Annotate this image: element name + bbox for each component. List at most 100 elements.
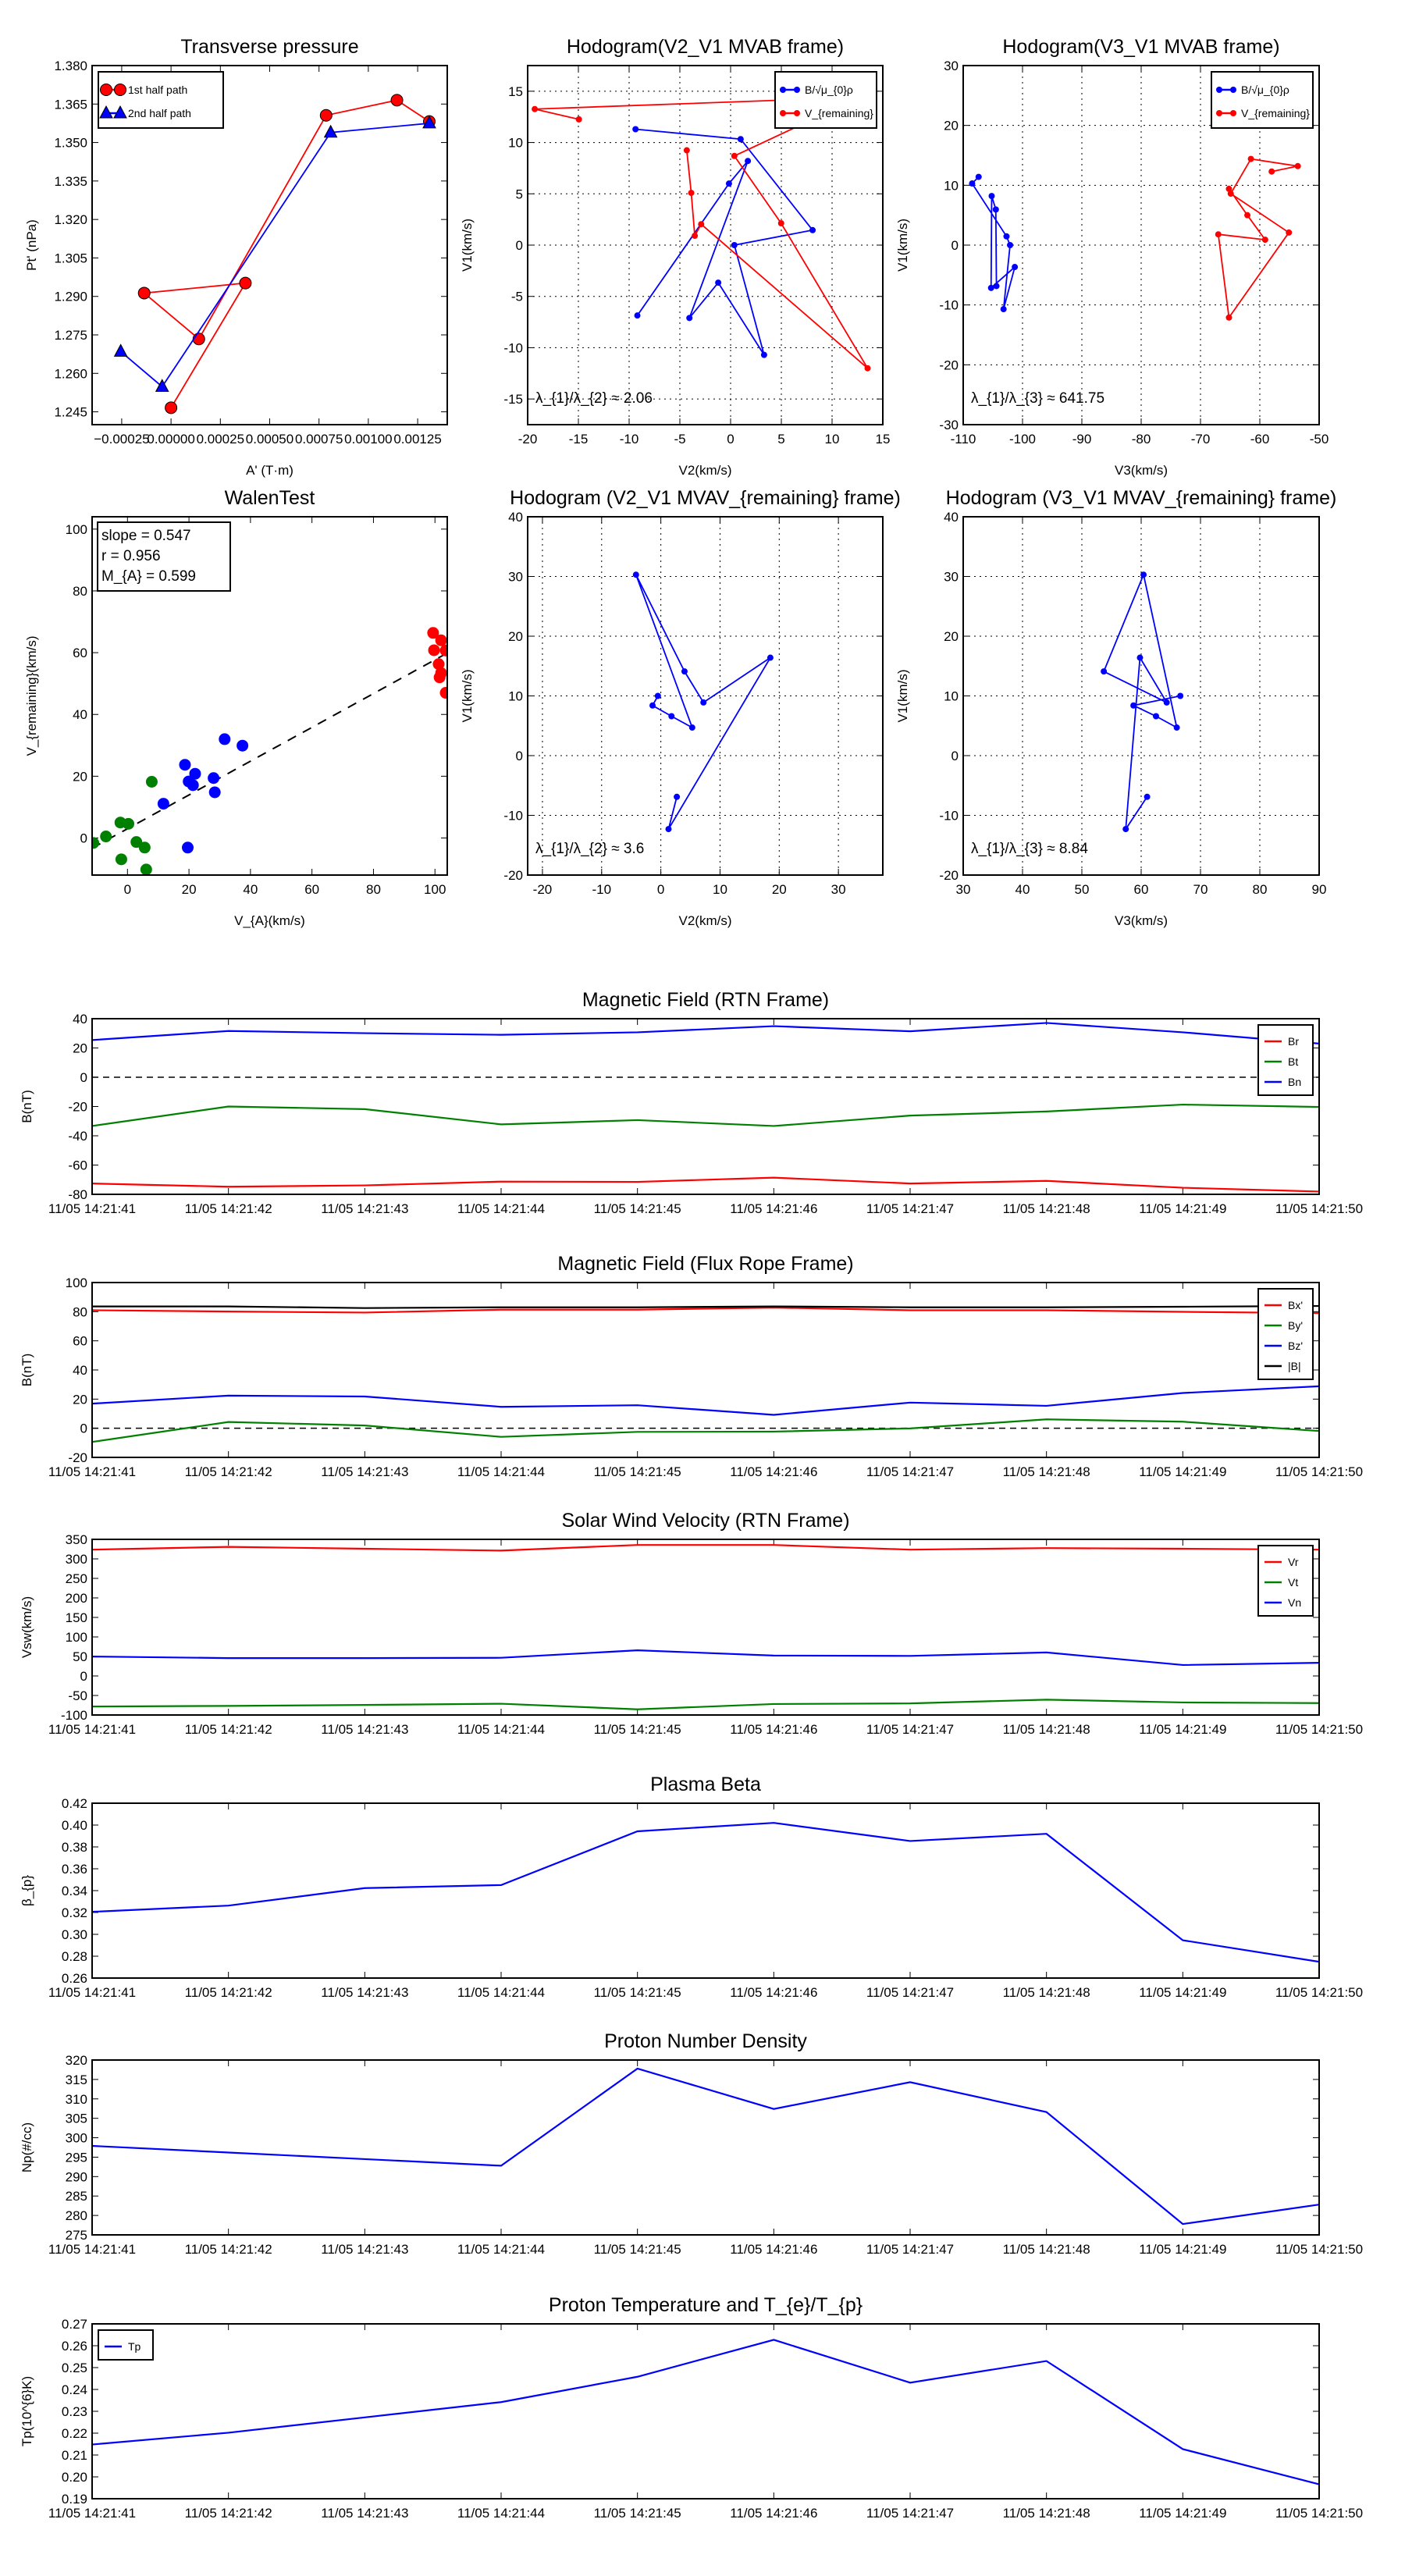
y-tick-label: 0 <box>80 1070 87 1085</box>
y-tick-label: 1.350 <box>54 136 87 151</box>
x-tick-label: 0.00000 <box>147 432 194 447</box>
x-tick-label: -20 <box>518 432 538 447</box>
data-point <box>731 152 738 159</box>
y-tick-label: -5 <box>511 290 523 304</box>
legend-marker <box>780 110 786 116</box>
legend-label: |B| <box>1288 1360 1301 1372</box>
solar-wind-velocity-chart: Solar Wind Velocity (RTN Frame) 11/05 14:… <box>20 1510 1363 1737</box>
data-point <box>698 221 705 228</box>
x-tick-label: 10 <box>825 432 840 447</box>
hodogram-v2-v1-mvab-chart: Hodogram(V2_V1 MVAB frame) -20 -15 -10 -5 0 5 1… <box>460 36 890 478</box>
legend-label: 1st half path <box>128 84 187 96</box>
y-tick-label: 0 <box>951 238 959 253</box>
y-tick-label: 40 <box>508 510 523 525</box>
axes-frame <box>91 1018 1320 1195</box>
data-point <box>427 627 439 639</box>
legend-marker <box>1216 87 1222 93</box>
y-tick-label: 0 <box>80 1421 87 1436</box>
y-tick-label: 80 <box>73 1304 87 1319</box>
x-tick-label: 11/05 14:21:49 <box>1139 1201 1226 1216</box>
data-point <box>1122 826 1129 833</box>
data-point <box>1173 724 1180 731</box>
data-point <box>1136 654 1144 661</box>
data-point <box>439 644 447 656</box>
x-tick-label: 11/05 14:21:49 <box>1139 2242 1226 2257</box>
y-axis-label: V1(km/s) <box>460 670 475 723</box>
x-tick-label: 11/05 14:21:48 <box>1003 1464 1090 1479</box>
y-tick-label: 5 <box>516 187 523 201</box>
legend: Br Bt Bn <box>1257 1024 1314 1096</box>
data-point <box>239 276 252 290</box>
y-tick-label: 100 <box>66 1276 87 1290</box>
y-tick-label: 1.365 <box>54 97 87 112</box>
y-tick-label: 40 <box>73 707 87 722</box>
data-point <box>182 841 194 854</box>
chart-title: Hodogram (V3_V1 MVAV_{remaining} frame) <box>946 487 1337 509</box>
y-tick-label: 1.380 <box>54 59 87 73</box>
x-tick-label: -100 <box>1009 432 1036 447</box>
x-tick-label: 100 <box>424 882 446 897</box>
y-axis-label: Vsw(km/s) <box>20 1596 34 1658</box>
y-tick-label: 40 <box>73 1363 87 1378</box>
axes-frame <box>91 516 448 876</box>
y-tick-label: -10 <box>503 340 523 355</box>
x-tick-label: 11/05 14:21:50 <box>1275 2242 1363 2257</box>
data-point <box>1140 571 1147 578</box>
x-tick-label: 11/05 14:21:42 <box>185 2506 272 2521</box>
series-line-B0 <box>971 176 1016 310</box>
legend-label: By' <box>1288 1319 1303 1332</box>
proton-number-density-chart: Proton Number Density 11/05 14:21:41 11/05… <box>20 2030 1363 2257</box>
x-tick-label: 0 <box>657 882 664 897</box>
legend-label: V_{remaining} <box>1241 107 1310 119</box>
chart-title: Magnetic Field (Flux Rope Frame) <box>557 1253 853 1275</box>
plot-area <box>532 94 871 372</box>
y-tick-label: 0 <box>80 1669 87 1684</box>
data-point <box>439 687 447 699</box>
y-tick-label: -40 <box>68 1129 87 1144</box>
legend-marker <box>794 110 800 116</box>
data-point <box>731 242 738 248</box>
chart-title: Solar Wind Velocity (RTN Frame) <box>561 1510 849 1532</box>
data-point <box>975 173 982 180</box>
y-tick-label: 0.19 <box>62 2492 87 2507</box>
y-tick-label: 100 <box>66 522 87 537</box>
plot-area <box>113 94 436 415</box>
series-line-Vremaining <box>534 96 869 369</box>
data-point <box>237 739 249 752</box>
x-tick-label: 0 <box>124 882 131 897</box>
legend-label: B/√μ_{0}ρ <box>1241 84 1289 96</box>
x-tick-label: 11/05 14:21:42 <box>185 2242 272 2257</box>
legend-box <box>1257 1288 1314 1380</box>
plot-area <box>92 1022 1319 1193</box>
axes-frame <box>91 2323 1320 2500</box>
data-point <box>809 226 816 233</box>
x-tick-label: -110 <box>951 432 976 447</box>
y-tick-label: 305 <box>66 2112 87 2126</box>
legend-marker <box>780 87 786 93</box>
data-point <box>1153 713 1159 720</box>
data-point <box>715 279 722 286</box>
y-tick-label: 350 <box>66 1532 87 1547</box>
y-tick-label: -20 <box>68 1450 87 1465</box>
x-tick-label: 11/05 14:21:45 <box>594 1464 681 1479</box>
y-axis-label: V1(km/s) <box>460 219 475 272</box>
y-tick-label: 0.23 <box>62 2404 87 2419</box>
x-tick-label: 11/05 14:21:41 <box>48 2242 136 2257</box>
y-tick-label: 150 <box>66 1610 87 1625</box>
data-point <box>575 116 582 123</box>
x-tick-label: 11/05 14:21:45 <box>594 1201 681 1216</box>
series-line-B <box>92 1304 1319 1309</box>
y-tick-label: 100 <box>66 1630 87 1645</box>
data-point <box>634 312 641 319</box>
y-tick-label: 290 <box>66 2169 87 2184</box>
legend-label: Vn <box>1288 1596 1301 1609</box>
axes-frame <box>91 65 448 425</box>
magnetic-field-rtn-chart: Magnetic Field (RTN Frame) 11/05 14:21:41… <box>20 989 1363 1216</box>
x-axis-label: V2(km/s) <box>679 463 732 478</box>
y-tick-label: 1.275 <box>54 328 87 343</box>
data-point <box>157 798 169 810</box>
chart-title: Hodogram(V2_V1 MVAB frame) <box>567 36 844 58</box>
x-tick-label: 11/05 14:21:43 <box>321 1722 408 1737</box>
data-point <box>187 779 199 792</box>
